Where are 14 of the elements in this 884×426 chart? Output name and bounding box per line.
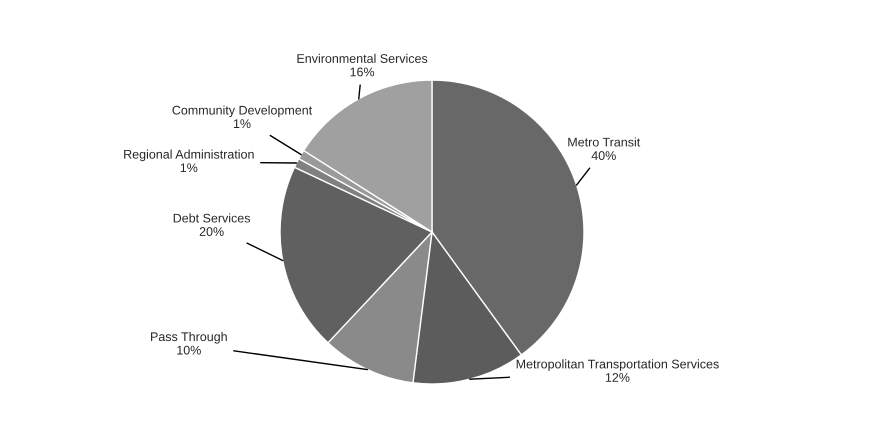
slice-label: Community Development bbox=[172, 105, 312, 118]
data-label: 12% bbox=[606, 373, 630, 382]
slice-label: Regional Administration bbox=[124, 150, 254, 162]
data-label: 40% bbox=[592, 151, 616, 160]
data-label: 10% bbox=[177, 346, 201, 355]
data-label: 16% bbox=[350, 68, 374, 76]
data-label: 1% bbox=[234, 119, 251, 128]
slice-label: Metro Transit bbox=[568, 137, 640, 147]
slice-label: Metropolitan Transportation Services bbox=[516, 359, 719, 371]
slice-label: Debt Services bbox=[174, 213, 250, 223]
slice-label: Environmental Services bbox=[297, 54, 428, 63]
slice-label: Pass Through bbox=[151, 332, 227, 344]
data-label: 20% bbox=[200, 227, 224, 236]
data-label: 1% bbox=[180, 163, 198, 172]
